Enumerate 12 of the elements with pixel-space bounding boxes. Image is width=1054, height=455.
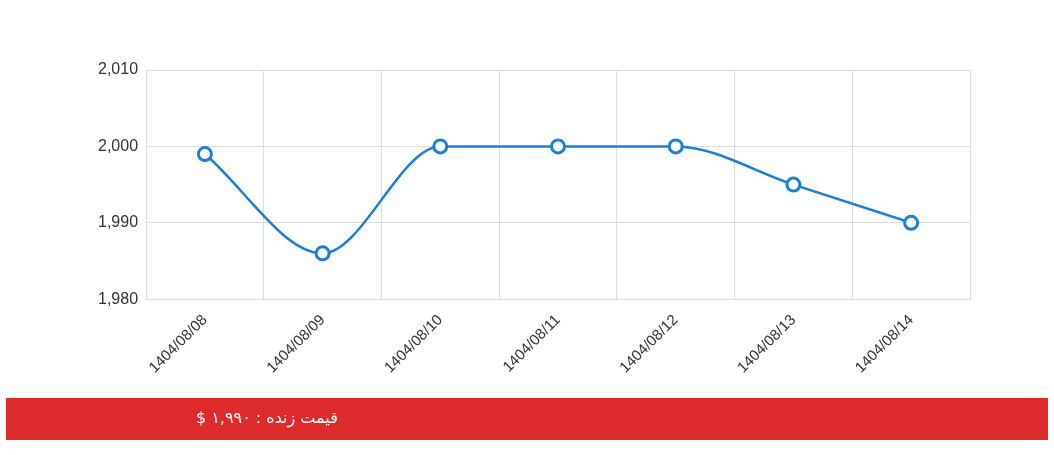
point: [667, 138, 684, 155]
point: [196, 146, 213, 163]
y-tick-label: 2,000: [97, 136, 139, 154]
y-tick-label: 1,980: [97, 289, 139, 307]
point: [903, 214, 920, 231]
point: [432, 138, 449, 155]
text: قیمت زنده : ۱,۹۹۰ $: [196, 408, 338, 427]
y-tick-label: 1,990: [97, 213, 139, 231]
point: [550, 138, 567, 155]
point: [314, 245, 331, 262]
point: [785, 176, 802, 193]
y-tick-label: 2,010: [97, 60, 139, 78]
